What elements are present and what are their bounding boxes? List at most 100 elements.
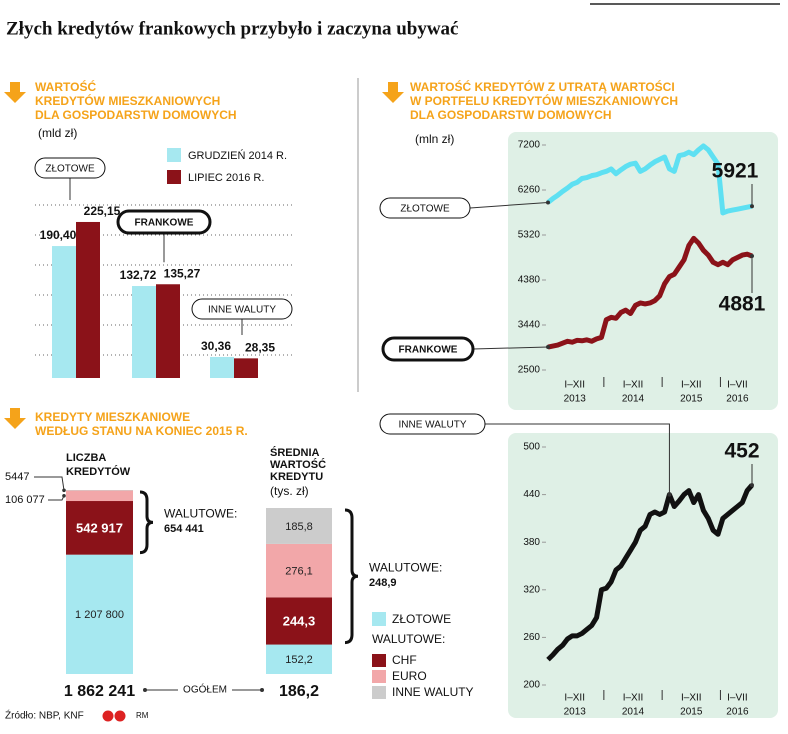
end-label: 5921 (712, 160, 759, 183)
legend-swatch (372, 654, 386, 667)
segment (266, 644, 332, 674)
x-tick-label: I–XII (623, 380, 644, 391)
dot (750, 483, 754, 488)
chart-title: WEDŁUG STANU NA KONIEC 2015 R. (35, 424, 248, 438)
segment-label: 542 917 (76, 520, 123, 535)
segment (66, 554, 133, 674)
x-tick-label: I–XII (564, 380, 585, 391)
x-tick-label: 2013 (564, 394, 587, 405)
y-tick-label: 6260 (518, 185, 541, 196)
brace (344, 508, 359, 645)
callout-label: INNE WALUTY (399, 420, 467, 431)
legend-swatch (372, 612, 386, 626)
callout-box (379, 197, 471, 219)
chart-title: DLA GOSPODARSTW DOMOWYCH (410, 108, 612, 122)
y-tick-label: 7200 (518, 140, 541, 151)
y-tick-label: 320 (523, 584, 540, 595)
chart-title: WARTOŚĆ (35, 79, 96, 94)
callout-box (34, 157, 106, 179)
segment-label: 276,1 (285, 566, 313, 578)
value-label: 135,27 (164, 266, 201, 280)
unit: (tys. zł) (270, 484, 309, 498)
arrow-icon (4, 82, 26, 103)
x-tick-label: 2014 (622, 707, 645, 718)
column-label: LICZBA (66, 452, 106, 464)
bar (132, 286, 156, 378)
unit: (mld zł) (38, 126, 77, 140)
total-name: OGÓŁEM (183, 683, 227, 696)
segment (266, 543, 332, 598)
line-series (546, 143, 753, 216)
y-tick-label: 500 (523, 442, 540, 453)
arrow-icon (382, 82, 404, 103)
x-tick-label: 2015 (680, 707, 703, 718)
x-tick-label: I–XII (623, 693, 644, 704)
column-label: WARTOŚĆ (270, 458, 326, 471)
legend-label: LIPIEC 2016 R. (188, 172, 264, 184)
callout-label: INNE WALUTY (208, 305, 276, 316)
y-tick-label: 380 (523, 537, 540, 548)
line-series (547, 235, 753, 350)
subtotal-name: WALUTOWE: (164, 507, 237, 521)
segment (66, 501, 133, 555)
chart-title: DLA GOSPODARSTW DOMOWYCH (35, 108, 237, 122)
value-label: 28,35 (245, 341, 275, 355)
callout-label: FRANKOWE (135, 218, 194, 229)
x-tick-label: I–XII (681, 380, 702, 391)
callout-box (381, 336, 475, 362)
y-tick-label: 4380 (518, 275, 541, 286)
logo (102, 710, 114, 722)
y-tick-label: 3440 (518, 320, 541, 331)
leader-line (34, 476, 65, 491)
subtotal-value: 248,9 (369, 577, 397, 589)
callout-label: ZŁOTOWE (45, 164, 95, 175)
legend-label: CHF (392, 653, 417, 667)
dot (667, 492, 672, 497)
y-tick-label: 260 (523, 632, 540, 643)
segment-label: 5447 (5, 471, 29, 483)
line-series (546, 483, 754, 662)
dot (546, 200, 550, 205)
column-label: ŚREDNIA (270, 446, 320, 459)
segment-label: 185,8 (285, 521, 313, 533)
chart-title: KREDYTÓW MIESZKANIOWYCH (35, 93, 220, 108)
legend-swatch (372, 686, 386, 699)
source: Źródło: NBP, KNF (5, 709, 84, 722)
end-label: 4881 (719, 293, 766, 316)
x-tick-label: I–XII (564, 693, 585, 704)
subtotal-name: WALUTOWE: (369, 560, 442, 574)
leader-line (485, 423, 670, 495)
arrow-icon (4, 408, 26, 429)
callout-box (116, 209, 212, 235)
value-label: 132,72 (120, 268, 157, 282)
leader-line (469, 201, 549, 209)
end-label: 452 (724, 440, 759, 463)
subtotal-value: 654 441 (164, 523, 204, 535)
value-label: 190,40 (40, 228, 77, 242)
legend-label: INNE WALUTY (392, 685, 474, 699)
y-tick-label: 200 (523, 680, 540, 691)
author: RM (136, 711, 149, 720)
bar (210, 356, 234, 378)
value-label: 225,15 (84, 204, 121, 218)
dot (546, 345, 550, 350)
segment (66, 490, 133, 491)
dot (62, 493, 66, 498)
callout-label: ZŁOTOWE (400, 204, 450, 215)
bar (234, 358, 258, 378)
legend-swatch (167, 170, 181, 184)
brace (139, 490, 154, 555)
bar (156, 284, 180, 378)
column-label: KREDYTÓW (66, 465, 131, 478)
segment-label: 244,3 (283, 613, 316, 628)
legend-heading: WALUTOWE: (372, 632, 445, 646)
legend-label: EURO (392, 669, 427, 683)
unit: (mln zł) (415, 132, 454, 146)
callout-box (379, 413, 486, 435)
chart-title: KREDYTY MIESZKANIOWE (35, 410, 190, 424)
x-tick-label: I–VII (727, 380, 748, 391)
leader-line (48, 495, 65, 501)
segment (266, 508, 332, 544)
bar (52, 246, 76, 378)
